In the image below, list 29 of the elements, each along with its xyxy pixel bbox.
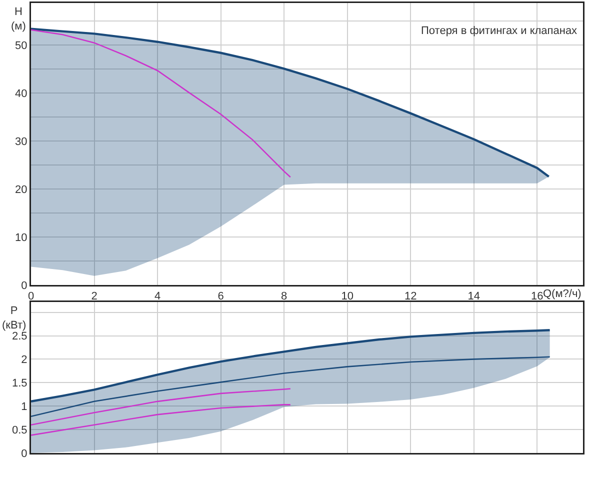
y-tick-label: 0 [21,448,28,460]
y-tick-label: 40 [15,88,28,100]
y-tick-label: 30 [15,136,28,148]
line-series [31,356,550,418]
x-tick-label: 12 [404,290,417,303]
x-tick-label: 10 [341,290,354,303]
y-tick-label: 1 [21,400,28,413]
x-tick-label: 2 [91,290,98,303]
y-tick-label: 20 [15,184,28,196]
y-tick-label: 0 [21,280,28,292]
y-tick-label: 0.5 [12,424,28,436]
y-tick-label: 1.5 [12,378,28,390]
line-series [31,388,292,426]
x-tick-label: 4 [154,290,161,303]
annotation: Потеря в фитингах и клапанах [421,25,578,37]
x-tick-label: 6 [218,290,224,303]
x-tick-label: 14 [468,290,480,303]
y-tick-label: 10 [15,232,28,244]
y-tick-label: 50 [15,40,28,52]
line-series [31,29,292,178]
y-tick-label: 2.5 [12,330,28,343]
y-axis-title: H (м) [11,6,26,32]
y-tick-label: 2 [21,354,28,366]
x-axis-title: Q(м?/ч) [543,288,582,300]
x-tick-label: 16 [531,290,544,303]
line-series [31,329,551,403]
y-axis-title: P (кВт) [2,305,26,332]
line-series [31,404,292,436]
x-tick-label: 8 [281,290,288,303]
